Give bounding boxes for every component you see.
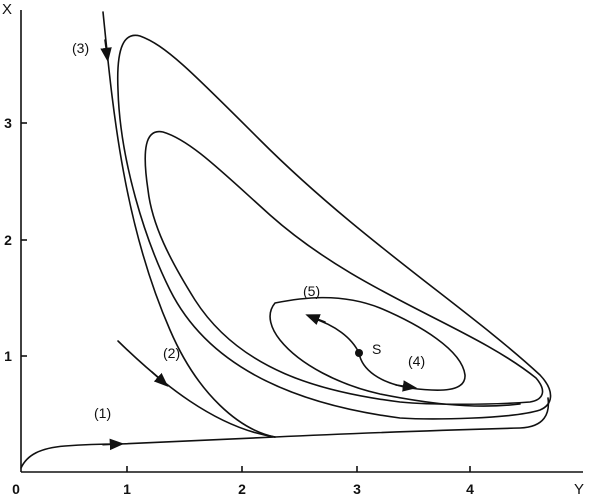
second-loop-curve xyxy=(144,130,544,406)
x-tick-label-2: 2 xyxy=(238,481,246,497)
y-tick-label-3: 3 xyxy=(4,115,12,131)
plot-frame xyxy=(20,10,583,473)
inner-spiral-s-link xyxy=(311,317,360,354)
inner-spiral-curve xyxy=(269,296,521,407)
trajectory-1-curve xyxy=(20,443,121,469)
trajectory-2-arrow xyxy=(151,371,169,387)
x-tick-label-1: 1 xyxy=(123,481,131,497)
y-tick-label-2: 2 xyxy=(4,232,12,248)
stationary-point-dot xyxy=(355,349,363,357)
trajectory-5-label: (5) xyxy=(303,283,320,299)
lower-branch-curve xyxy=(274,397,550,438)
trajectory-3-curve xyxy=(102,11,276,438)
trajectory-2-curve xyxy=(117,340,276,438)
x-tick-label-4: 4 xyxy=(466,481,474,497)
trajectory-1-arrow xyxy=(102,438,125,451)
x-tick-label-0: 0 xyxy=(12,481,20,497)
trajectory-4-label: (4) xyxy=(408,353,425,369)
y-axis-title: X xyxy=(2,1,12,18)
stationary-point-label: S xyxy=(372,341,381,357)
trajectory-2-label: (2) xyxy=(163,345,180,361)
y-tick-label-1: 1 xyxy=(4,348,12,364)
x-tick-label-3: 3 xyxy=(353,481,361,497)
trajectory-4-arrow xyxy=(395,380,418,392)
trajectory-3-label: (3) xyxy=(72,40,89,56)
outer-loop-curve xyxy=(116,34,552,420)
trajectory-1-label: (1) xyxy=(94,405,111,421)
trajectory-5-arrow xyxy=(305,314,326,325)
trajectory-1-continuation xyxy=(119,436,276,445)
x-axis-title: Y xyxy=(574,481,584,498)
trajectory-3-arrow xyxy=(100,39,112,63)
